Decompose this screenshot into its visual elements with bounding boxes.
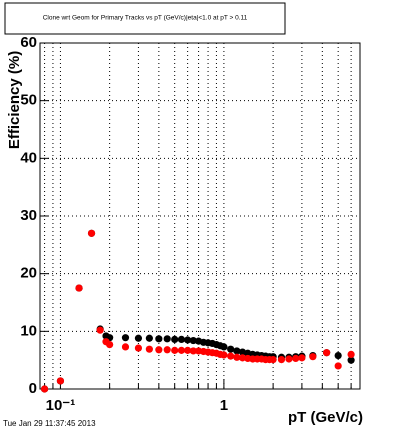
y-tick-label: 40	[20, 149, 37, 166]
y-tick-label: 50	[20, 92, 37, 109]
point	[134, 334, 143, 342]
y-tick-label: 0	[29, 380, 37, 397]
point	[227, 352, 235, 360]
footer: Tue Jan 29 11:37:45 2013	[3, 419, 96, 428]
point	[134, 344, 143, 352]
point	[277, 355, 286, 364]
point	[171, 346, 179, 354]
y-axis-title: Efficiency (%)	[6, 51, 23, 149]
plot-frame	[39, 42, 361, 390]
point	[184, 346, 192, 354]
point	[75, 284, 83, 292]
point	[184, 336, 192, 344]
point	[227, 345, 235, 353]
point	[145, 334, 153, 342]
point	[40, 385, 49, 393]
point	[238, 354, 247, 362]
point	[177, 346, 186, 354]
point	[233, 353, 241, 361]
point	[189, 347, 197, 355]
y-tick-label: 10	[20, 322, 37, 339]
point	[171, 335, 179, 344]
point	[96, 326, 104, 334]
title-box	[4, 2, 286, 35]
y-tick-label: 20	[20, 265, 37, 282]
point	[121, 334, 130, 342]
point	[298, 354, 306, 362]
point	[309, 353, 317, 361]
point	[285, 355, 293, 363]
x-axis-title: pT (GeV/c)	[288, 409, 363, 426]
point	[220, 351, 228, 359]
point	[163, 335, 171, 343]
point	[233, 347, 241, 355]
point	[163, 346, 171, 354]
y-tick-label: 60	[20, 34, 37, 51]
point	[347, 356, 355, 364]
x-tick-label: 1	[220, 397, 228, 414]
point	[323, 349, 331, 357]
point	[189, 336, 197, 345]
chart-title: Clone wrt Geom for Primary Tracks vs pT …	[43, 15, 248, 22]
point	[155, 335, 163, 343]
point	[220, 343, 228, 351]
point	[292, 354, 300, 363]
point	[106, 340, 114, 349]
point	[56, 377, 65, 385]
point	[145, 345, 153, 353]
x-tick-label: 10⁻¹	[46, 397, 76, 414]
point	[121, 343, 130, 351]
point	[269, 355, 277, 364]
point	[334, 362, 342, 370]
point	[347, 350, 355, 358]
point	[334, 351, 342, 360]
y-tick-label: 30	[20, 207, 37, 224]
point	[87, 229, 96, 237]
point	[155, 346, 163, 354]
point	[177, 335, 186, 344]
